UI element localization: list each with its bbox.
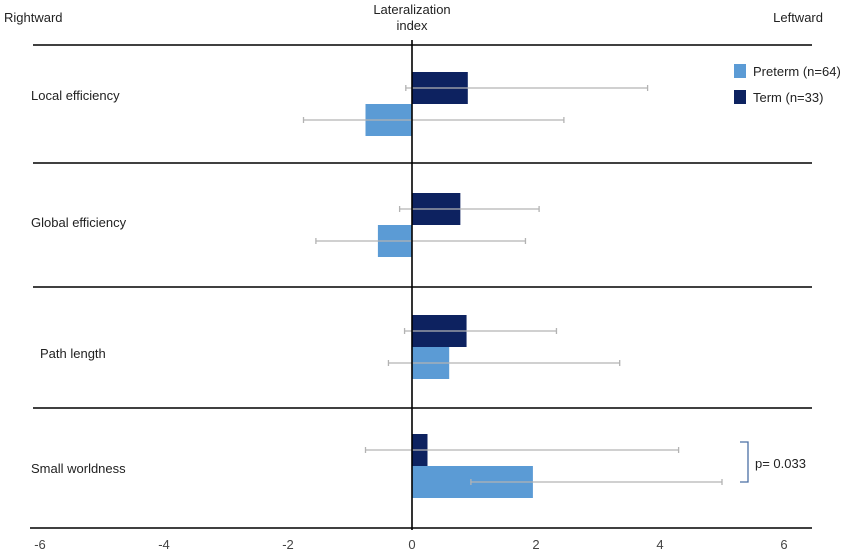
category-label: Local efficiency xyxy=(31,88,120,103)
legend-swatch xyxy=(734,90,746,104)
x-tick-label: 4 xyxy=(656,537,663,550)
p-value-annotation: p= 0.033 xyxy=(755,456,806,471)
legend-label: Preterm (n=64) xyxy=(753,64,841,79)
chart-title: Lateralization index xyxy=(373,2,450,33)
category-label: Small worldness xyxy=(31,461,126,476)
category-label: Global efficiency xyxy=(31,215,127,230)
plot-area: Local efficiency Global efficiency Path le… xyxy=(30,40,841,550)
x-tick-label: 0 xyxy=(408,537,415,550)
significance-bracket xyxy=(740,441,749,483)
right-direction-label: Leftward xyxy=(773,10,823,25)
x-tick-label: -4 xyxy=(158,537,170,550)
category-label: Path length xyxy=(40,346,106,361)
x-tick-label: 2 xyxy=(532,537,539,550)
x-tick-label: -6 xyxy=(34,537,46,550)
x-tick-label: -2 xyxy=(282,537,294,550)
legend-swatch xyxy=(734,64,746,78)
legend-label: Term (n=33) xyxy=(753,90,823,105)
x-tick-label: 6 xyxy=(780,537,787,550)
left-direction-label: Rightward xyxy=(4,10,63,25)
